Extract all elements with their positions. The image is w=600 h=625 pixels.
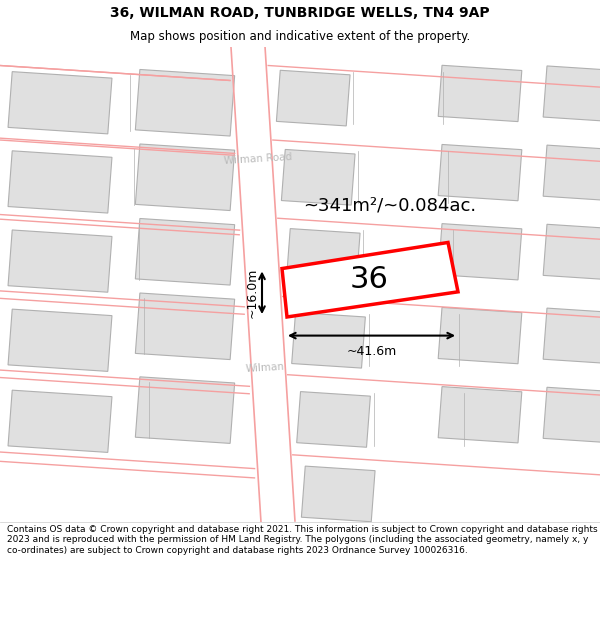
Text: ~41.6m: ~41.6m <box>346 345 397 358</box>
Text: ~16.0m: ~16.0m <box>246 268 259 318</box>
Polygon shape <box>543 308 600 363</box>
Polygon shape <box>292 312 365 368</box>
Text: 36: 36 <box>349 266 388 294</box>
Text: Map shows position and indicative extent of the property.: Map shows position and indicative extent… <box>130 30 470 43</box>
Polygon shape <box>438 144 522 201</box>
Polygon shape <box>8 390 112 452</box>
Polygon shape <box>543 224 600 279</box>
Text: ~341m²/~0.084ac.: ~341m²/~0.084ac. <box>304 196 476 214</box>
Polygon shape <box>8 151 112 213</box>
Polygon shape <box>438 308 522 364</box>
Text: Wilman: Wilman <box>245 362 285 374</box>
Polygon shape <box>438 65 522 122</box>
Polygon shape <box>136 293 235 359</box>
Polygon shape <box>438 387 522 443</box>
Polygon shape <box>543 145 600 200</box>
Text: 36, WILMAN ROAD, TUNBRIDGE WELLS, TN4 9AP: 36, WILMAN ROAD, TUNBRIDGE WELLS, TN4 9A… <box>110 6 490 20</box>
Polygon shape <box>136 219 235 285</box>
Polygon shape <box>8 72 112 134</box>
Polygon shape <box>136 69 235 136</box>
Polygon shape <box>8 230 112 292</box>
Polygon shape <box>282 242 458 317</box>
Polygon shape <box>136 144 235 211</box>
Polygon shape <box>281 149 355 205</box>
Polygon shape <box>438 224 522 280</box>
Polygon shape <box>301 466 375 522</box>
Polygon shape <box>8 309 112 371</box>
Text: Contains OS data © Crown copyright and database right 2021. This information is : Contains OS data © Crown copyright and d… <box>7 525 598 555</box>
Polygon shape <box>543 388 600 442</box>
Polygon shape <box>543 66 600 121</box>
Polygon shape <box>277 70 350 126</box>
Polygon shape <box>136 377 235 443</box>
Polygon shape <box>286 229 360 284</box>
Polygon shape <box>296 392 370 448</box>
Text: Wilman Road: Wilman Road <box>224 152 292 166</box>
